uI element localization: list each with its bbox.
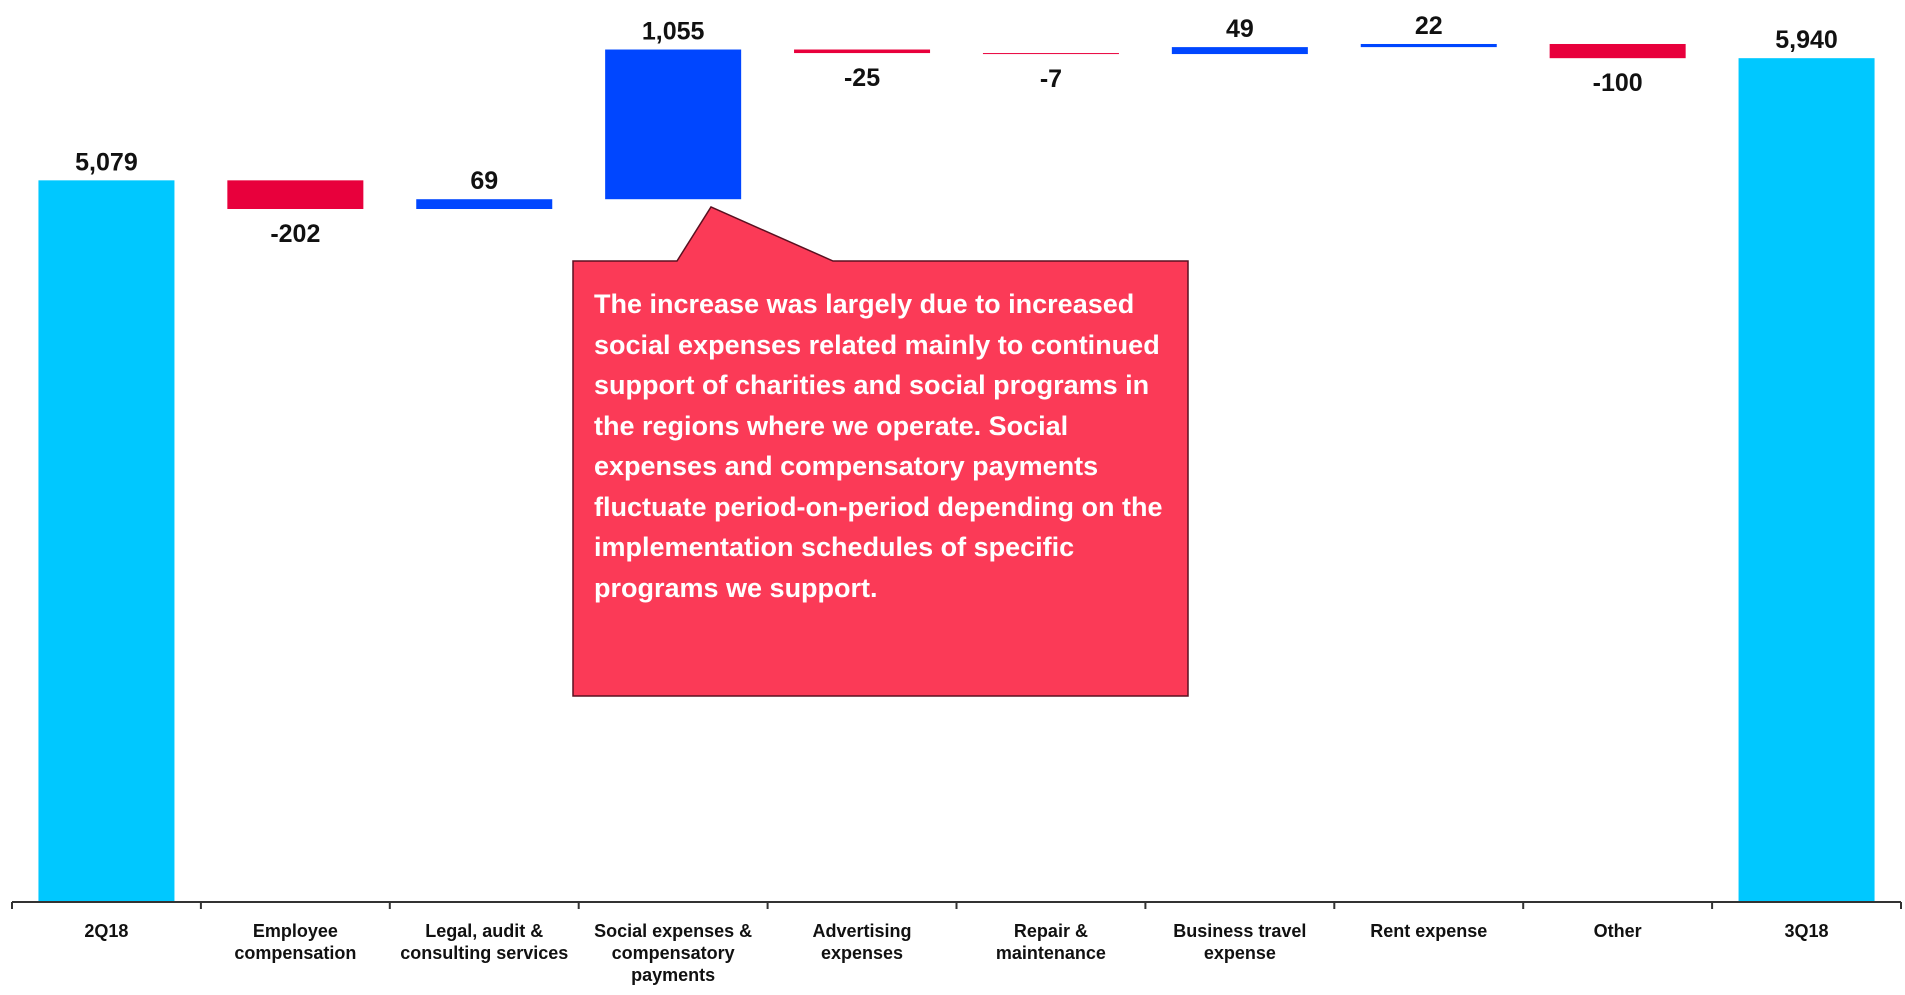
x-tick-label: Business travel expense (1173, 921, 1307, 963)
value-label: 69 (470, 167, 498, 195)
x-tick-label: 3Q18 (1784, 921, 1829, 941)
bar (1549, 43, 1686, 59)
value-label: 5,079 (75, 148, 138, 176)
bar (1738, 58, 1875, 901)
x-tick-label: Other (1593, 921, 1642, 941)
bar (38, 180, 175, 901)
value-label: 1,055 (642, 18, 705, 46)
x-tick-label: Employee compensation (234, 921, 357, 963)
bar (1360, 43, 1497, 48)
bar (982, 53, 1119, 55)
x-tick-label: Legal, audit & consulting services (400, 921, 569, 963)
bar (1171, 47, 1308, 55)
bar (227, 180, 364, 210)
x-tick-label: Rent expense (1370, 921, 1488, 941)
annotation-text: The increase was largely due to increase… (594, 289, 1163, 603)
value-label: 5,940 (1775, 26, 1838, 54)
x-tick-label: Repair & maintenance (995, 921, 1106, 963)
value-label: -7 (1040, 65, 1062, 93)
x-tick-label: Social expenses & compensatory payments (594, 921, 753, 985)
value-label: -202 (270, 220, 320, 248)
x-tick-label: Advertising expenses (812, 921, 912, 963)
x-tick-label: 2Q18 (84, 921, 129, 941)
bar (605, 49, 742, 200)
value-label: -25 (844, 64, 880, 92)
value-label: 22 (1415, 12, 1443, 40)
bar (416, 199, 553, 210)
value-label: -100 (1593, 69, 1643, 97)
value-label: 49 (1226, 15, 1254, 43)
annotation-box (572, 206, 1189, 697)
bar (794, 49, 931, 54)
